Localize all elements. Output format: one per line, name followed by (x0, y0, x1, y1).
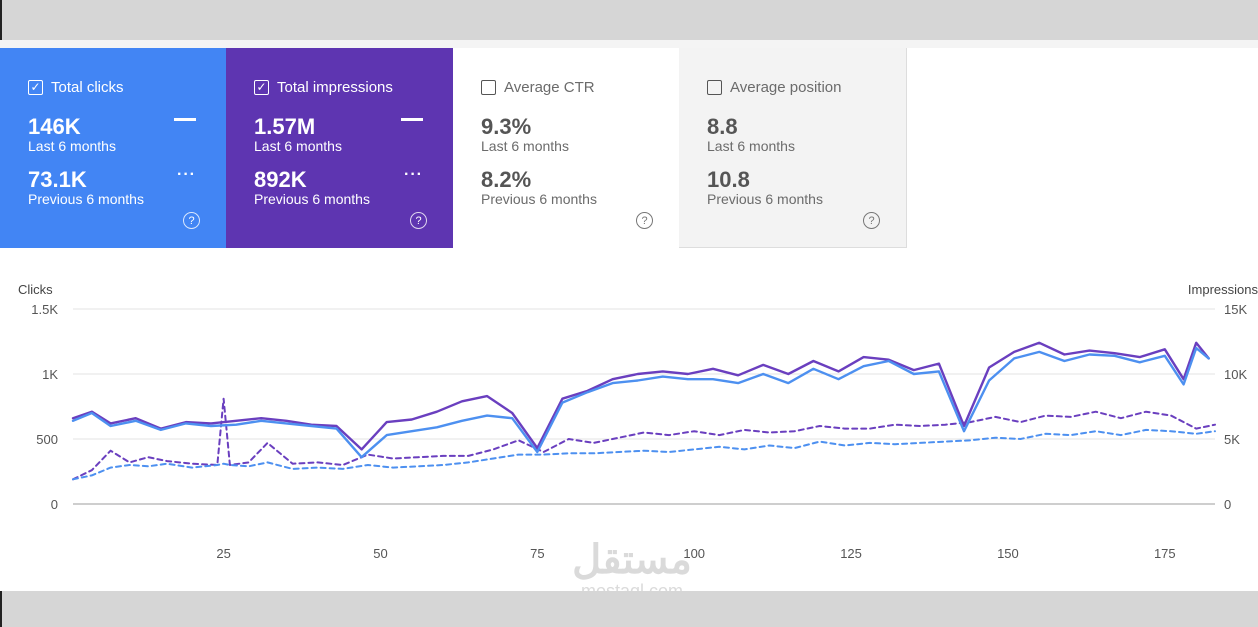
previous-value: 8.2% (481, 167, 532, 192)
x-tick-label: 100 (683, 546, 705, 561)
metric-card-total-impressions[interactable]: ✓ Total impressions 1.57M Last 6 months … (226, 48, 453, 248)
metric-card-total-clicks[interactable]: ✓ Total clicks 146K Last 6 months 73.1K … (0, 48, 226, 248)
left-axis-title: Clicks (18, 282, 53, 297)
total-impressions-series-line (71, 341, 1210, 451)
current-value: 8.8 (707, 114, 738, 139)
previous-period: Previous 6 months (254, 191, 370, 207)
x-tick-label: 150 (997, 546, 1019, 561)
card-header: ✓ Total impressions (254, 78, 453, 96)
right-tick-label: 5K (1224, 432, 1240, 447)
card-title: Total impressions (277, 78, 393, 96)
solid-line-icon (174, 118, 196, 121)
card-title: Total clicks (51, 78, 124, 96)
current-period: Last 6 months (254, 138, 342, 154)
card-title: Average position (730, 78, 842, 96)
current-period: Last 6 months (481, 138, 569, 154)
left-tick-label: 1.5K (31, 302, 58, 317)
checkbox-unchecked-icon[interactable] (481, 79, 496, 95)
help-circle-icon[interactable]: ? (863, 212, 880, 229)
dashed-line-icon: ··· (177, 166, 196, 183)
left-tick-label: 1K (42, 367, 58, 382)
previous-period: Previous 6 months (707, 191, 823, 207)
card-header: Average position (707, 78, 906, 96)
x-tick-label: 125 (840, 546, 862, 561)
current-value: 146K (28, 114, 81, 139)
dashed-line-icon: ··· (404, 166, 423, 183)
metric-card-average-ctr[interactable]: Average CTR 9.3% Last 6 months 8.2% Prev… (453, 48, 679, 248)
previous-period: Previous 6 months (481, 191, 597, 207)
current-value: 9.3% (481, 114, 532, 139)
previous-impressions-series-line (72, 397, 1216, 481)
left-tick-label: 500 (36, 432, 58, 447)
previous-period: Previous 6 months (28, 191, 144, 207)
help-circle-icon[interactable]: ? (636, 212, 653, 229)
right-tick-label: 10K (1224, 367, 1247, 382)
current-period: Last 6 months (28, 138, 116, 154)
top-gray-bar (0, 0, 1258, 40)
card-title: Average CTR (504, 78, 595, 96)
performance-line-chart[interactable]: 0 500 1K 1.5K 0 5K 10K 15K 25 50 75 100 125 150 175 (0, 295, 1258, 595)
card-header: Average CTR (481, 78, 679, 96)
previous-value: 892K (254, 167, 307, 192)
metric-card-average-position[interactable]: Average position 8.8 Last 6 months 10.8 … (679, 48, 907, 248)
checkbox-checked-icon[interactable]: ✓ (254, 79, 269, 95)
x-tick-label: 25 (216, 546, 230, 561)
checkbox-unchecked-icon[interactable] (707, 79, 722, 95)
current-period: Last 6 months (707, 138, 795, 154)
checkbox-checked-icon[interactable]: ✓ (28, 79, 43, 95)
help-circle-icon[interactable]: ? (410, 212, 427, 229)
help-circle-icon[interactable]: ? (183, 212, 200, 229)
x-tick-label: 50 (373, 546, 387, 561)
bottom-gray-bar (0, 591, 1258, 627)
current-value: 1.57M (254, 114, 316, 139)
previous-value: 10.8 (707, 167, 750, 192)
previous-clicks-series-line (72, 428, 1216, 481)
right-tick-label: 15K (1224, 302, 1247, 317)
solid-line-icon (401, 118, 423, 121)
card-header: ✓ Total clicks (28, 78, 226, 96)
x-tick-label: 175 (1154, 546, 1176, 561)
left-tick-label: 0 (51, 497, 58, 512)
top-divider (0, 40, 1258, 48)
total-clicks-series-line (71, 346, 1210, 459)
previous-value: 73.1K (28, 167, 87, 192)
x-tick-label: 75 (530, 546, 544, 561)
watermark-arabic: مستقل (572, 538, 692, 582)
right-axis-title: Impressions (1187, 282, 1258, 297)
right-tick-label: 0 (1224, 497, 1231, 512)
